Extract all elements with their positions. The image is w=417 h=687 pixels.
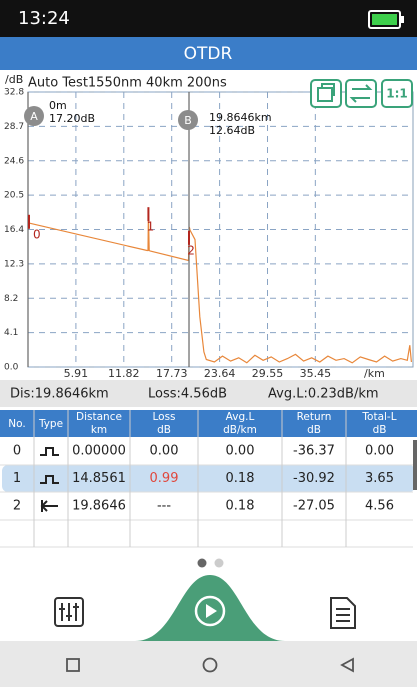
- cursor-handle[interactable]: [24, 106, 44, 126]
- column-header: No.: [8, 418, 25, 430]
- event-table: No. TypeDistancekmLossdBAvg.LdB/kmReturnd…: [0, 410, 413, 548]
- summary-distance: Dis:19.8646km: [10, 387, 109, 402]
- test-info: Auto Test1550nm 40km 200ns: [28, 76, 227, 91]
- column-header: km: [91, 424, 107, 436]
- table-header: [0, 410, 417, 437]
- selected-row[interactable]: [2, 465, 415, 492]
- x-unit: /km: [364, 367, 385, 380]
- column-header: Total-L: [361, 411, 396, 423]
- cursor-name: B: [184, 114, 192, 127]
- table-cell: 19.8646: [72, 499, 126, 514]
- nav-bar: [0, 641, 417, 687]
- recents-button[interactable]: [66, 658, 80, 672]
- report-button[interactable]: [330, 597, 356, 629]
- event-label: 0: [33, 227, 41, 241]
- summary-avg-loss: Avg.L:0.23dB/km: [268, 387, 379, 402]
- y-tick-label: 24.6: [4, 156, 24, 166]
- status-bar: [0, 0, 417, 37]
- table-cell: 0.18: [226, 471, 255, 486]
- table-cell: -30.92: [293, 471, 335, 486]
- page-dot[interactable]: [214, 558, 224, 568]
- title-bar: [0, 37, 417, 70]
- cursor-distance: 0m: [49, 99, 67, 112]
- table-cell: 3.65: [365, 471, 394, 486]
- x-tick-label: 5.91: [64, 367, 89, 380]
- table-cell: -36.37: [293, 444, 335, 459]
- cursor-name: A: [30, 110, 38, 123]
- table-cell: 0.00: [365, 444, 394, 459]
- table-cell: 0.00: [150, 444, 179, 459]
- table-cell: 14.8561: [72, 471, 126, 486]
- x-tick-label: 23.64: [204, 367, 236, 380]
- column-header: Loss: [152, 411, 175, 423]
- column-header: dB/km: [223, 424, 257, 436]
- back-button[interactable]: [340, 657, 354, 673]
- home-button[interactable]: [202, 657, 218, 673]
- column-header: Distance: [76, 411, 122, 423]
- column-header: Return: [297, 411, 332, 423]
- table-cell: ---: [157, 499, 171, 514]
- cursor-handle[interactable]: [178, 110, 199, 130]
- summary-loss: Loss:4.56dB: [148, 387, 227, 402]
- y-tick-label: 4.1: [4, 328, 18, 338]
- y-tick-label: 32.8: [4, 88, 24, 98]
- y-tick-label: 16.4: [4, 225, 24, 235]
- table-cell: 0.00: [226, 444, 255, 459]
- y-tick-label: 28.7: [4, 122, 24, 132]
- app-title: OTDR: [184, 44, 233, 64]
- page-dot-active[interactable]: [197, 558, 207, 568]
- x-tick-label: 35.45: [300, 367, 332, 380]
- type-icons: [40, 447, 59, 512]
- table-cell: 0.18: [226, 499, 255, 514]
- plot: 32.8 28.7 24.6 20.5 16.4 12.3 8.2 4.1 0.0 5.91 11.…: [4, 88, 413, 380]
- cursor-distance: 19.8646km: [209, 111, 272, 124]
- settings-button[interactable]: [54, 597, 84, 627]
- y-tick-label: 0.0: [4, 363, 19, 373]
- swap-button[interactable]: [345, 79, 377, 108]
- scale-button[interactable]: 1:1: [381, 79, 413, 108]
- x-tick-label: 17.73: [156, 367, 188, 380]
- column-header: Type: [38, 418, 63, 430]
- start-button[interactable]: [194, 595, 226, 627]
- export-button[interactable]: [310, 79, 342, 108]
- column-header: dB: [307, 424, 321, 436]
- y-tick-label: 8.2: [4, 294, 18, 304]
- scrollbar: [413, 440, 417, 490]
- column-header: Avg.L: [226, 411, 255, 423]
- column-header: dB: [157, 424, 171, 436]
- summary-bar: [0, 380, 417, 407]
- clock: 13:24: [18, 8, 70, 29]
- table-cell: 0.99: [150, 471, 179, 486]
- table-cell: 4.56: [365, 499, 394, 514]
- x-tick-label: 29.55: [252, 367, 284, 380]
- battery: [368, 10, 404, 29]
- table-cell: 0: [13, 444, 21, 459]
- table-cell: 0.00000: [72, 444, 126, 459]
- cursor-level: 17.20dB: [49, 112, 95, 125]
- scale-label[interactable]: 1:1: [386, 87, 408, 101]
- y-unit: /dB: [5, 73, 23, 86]
- table-cell: 1: [13, 471, 21, 486]
- column-header: dB: [373, 424, 387, 436]
- table-cell: 2: [13, 499, 21, 514]
- y-tick-label: 12.3: [4, 259, 24, 269]
- y-tick-label: 20.5: [4, 191, 24, 201]
- event-label: 1: [147, 220, 155, 234]
- table-cell: -27.05: [293, 499, 335, 514]
- cursor-level: 12.64dB: [209, 124, 255, 137]
- x-tick-label: 11.82: [108, 367, 140, 380]
- event-label: 2: [187, 243, 195, 257]
